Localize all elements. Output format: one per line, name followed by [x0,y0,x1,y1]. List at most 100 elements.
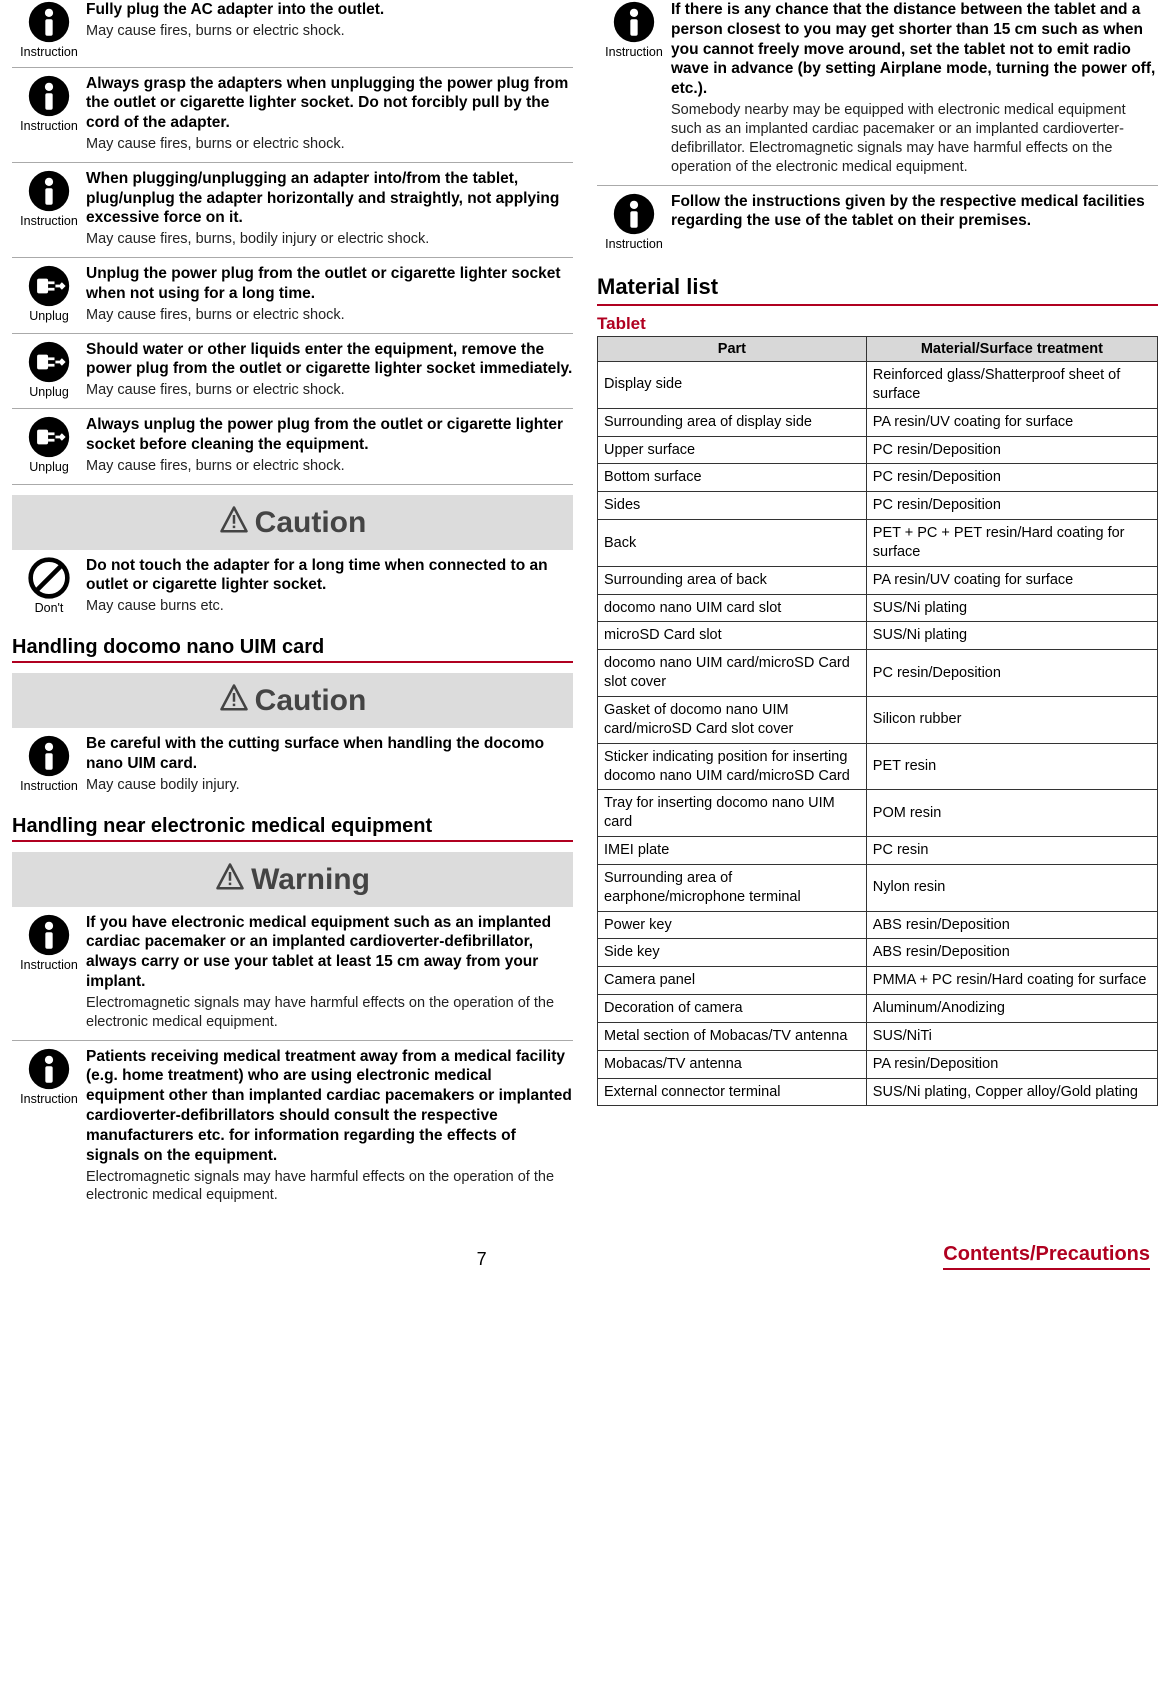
item-bold: When plugging/unplugging an adapter into… [86,169,573,228]
table-row: Decoration of cameraAluminum/Anodizing [598,995,1158,1023]
table-row: Power keyABS resin/Deposition [598,911,1158,939]
cell-part: Sides [598,492,867,520]
cell-material: SUS/Ni plating [866,622,1157,650]
table-row: Upper surfacePC resin/Deposition [598,436,1158,464]
item-bold: If you have electronic medical equipment… [86,913,573,992]
table-row: Surrounding area of backPA resin/UV coat… [598,566,1158,594]
cell-material: PC resin/Deposition [866,492,1157,520]
table-row: SidesPC resin/Deposition [598,492,1158,520]
icon-label: Instruction [20,214,78,228]
item-text: Follow the instructions given by the res… [671,192,1158,251]
item-sub: May cause bodily injury. [86,776,573,795]
cell-material: PET + PC + PET resin/Hard coating for su… [866,520,1157,567]
material-list-heading: Material list [597,274,1158,306]
precaution-item: Don't Do not touch the adapter for a lon… [12,556,573,625]
table-row: docomo nano UIM card/microSD Card slot c… [598,650,1158,697]
icon-label: Instruction [20,119,78,133]
item-bold: Do not touch the adapter for a long time… [86,556,573,596]
precaution-item: Instruction Patients receiving medical t… [12,1041,573,1214]
cell-material: Reinforced glass/Shatterproof sheet of s… [866,362,1157,409]
cell-material: Aluminum/Anodizing [866,995,1157,1023]
table-head-material: Material/Surface treatment [866,337,1157,362]
instruction-icon: Instruction [12,0,86,59]
table-row: Gasket of docomo nano UIM card/microSD C… [598,696,1158,743]
item-sub: May cause burns etc. [86,597,573,616]
item-text: When plugging/unplugging an adapter into… [86,169,573,249]
icon-label: Instruction [605,237,663,251]
cell-material: SUS/NiTi [866,1022,1157,1050]
table-row: Surrounding area of display sidePA resin… [598,408,1158,436]
cell-material: PC resin/Deposition [866,436,1157,464]
item-sub: May cause fires, burns or electric shock… [86,381,573,400]
item-text: If you have electronic medical equipment… [86,913,573,1032]
cell-part: IMEI plate [598,837,867,865]
table-head-part: Part [598,337,867,362]
icon-label: Instruction [605,45,663,59]
caution-banner-1: Caution [12,495,573,550]
item-bold: Follow the instructions given by the res… [671,192,1158,232]
item-text: If there is any chance that the distance… [671,0,1158,177]
cell-material: PA resin/UV coating for surface [866,566,1157,594]
table-row: Bottom surfacePC resin/Deposition [598,464,1158,492]
precaution-item: Instruction If there is any chance that … [597,0,1158,186]
cell-material: POM resin [866,790,1157,837]
instruction-icon: Instruction [12,734,86,795]
item-bold: Unplug the power plug from the outlet or… [86,264,573,304]
item-sub: Electromagnetic signals may have harmful… [86,994,573,1032]
table-row: Mobacas/TV antennaPA resin/Deposition [598,1050,1158,1078]
icon-label: Unplug [29,309,69,323]
item-sub: Somebody nearby may be equipped with ele… [671,101,1158,176]
right-column: Instruction If there is any chance that … [597,0,1158,1213]
cell-material: PC resin/Deposition [866,650,1157,697]
cell-part: Decoration of camera [598,995,867,1023]
instruction-icon: Instruction [12,74,86,154]
precaution-item: Unplug Always unplug the power plug from… [12,409,573,485]
item-sub: Electromagnetic signals may have harmful… [86,1168,573,1206]
item-text: Always unplug the power plug from the ou… [86,415,573,476]
cell-material: PET resin [866,743,1157,790]
instruction-icon: Instruction [12,913,86,1032]
cell-part: Surrounding area of display side [598,408,867,436]
precaution-item: Unplug Unplug the power plug from the ou… [12,258,573,334]
cell-part: Upper surface [598,436,867,464]
cell-part: Bottom surface [598,464,867,492]
precaution-item: Instruction When plugging/unplugging an … [12,163,573,258]
table-row: Surrounding area of earphone/microphone … [598,864,1158,911]
item-sub: May cause fires, burns or electric shock… [86,135,573,154]
cell-part: docomo nano UIM card slot [598,594,867,622]
item-bold: Fully plug the AC adapter into the outle… [86,0,573,20]
cell-part: External connector terminal [598,1078,867,1106]
precaution-item: Instruction Be careful with the cutting … [12,734,573,803]
tablet-heading: Tablet [597,314,1158,334]
item-sub: May cause fires, burns, bodily injury or… [86,230,573,249]
section-uim: Handling docomo nano UIM card [12,636,573,663]
table-row: IMEI platePC resin [598,837,1158,865]
cell-part: Metal section of Mobacas/TV antenna [598,1022,867,1050]
item-bold: Should water or other liquids enter the … [86,340,573,380]
section-medical: Handling near electronic medical equipme… [12,815,573,842]
material-table: Part Material/Surface treatment Display … [597,336,1158,1106]
warning-banner: Warning [12,852,573,907]
item-bold: Patients receiving medical treatment awa… [86,1047,573,1166]
item-bold: Always unplug the power plug from the ou… [86,415,573,455]
breadcrumb: Contents/Precautions [943,1243,1150,1270]
table-row: Sticker indicating position for insertin… [598,743,1158,790]
cell-material: PC resin [866,837,1157,865]
precaution-item: Unplug Should water or other liquids ent… [12,334,573,410]
item-bold: Be careful with the cutting surface when… [86,734,573,774]
item-text: Unplug the power plug from the outlet or… [86,264,573,325]
cell-part: Sticker indicating position for insertin… [598,743,867,790]
item-text: Do not touch the adapter for a long time… [86,556,573,617]
cell-material: SUS/Ni plating [866,594,1157,622]
icon-label: Don't [35,601,64,615]
cell-material: Nylon resin [866,864,1157,911]
instruction-icon: Instruction [597,0,671,177]
cell-material: ABS resin/Deposition [866,939,1157,967]
item-text: Patients receiving medical treatment awa… [86,1047,573,1206]
precaution-item: Instruction If you have electronic medic… [12,913,573,1041]
item-text: Be careful with the cutting surface when… [86,734,573,795]
table-row: docomo nano UIM card slotSUS/Ni plating [598,594,1158,622]
item-text: Always grasp the adapters when unpluggin… [86,74,573,154]
icon-label: Instruction [20,779,78,793]
item-text: Should water or other liquids enter the … [86,340,573,401]
